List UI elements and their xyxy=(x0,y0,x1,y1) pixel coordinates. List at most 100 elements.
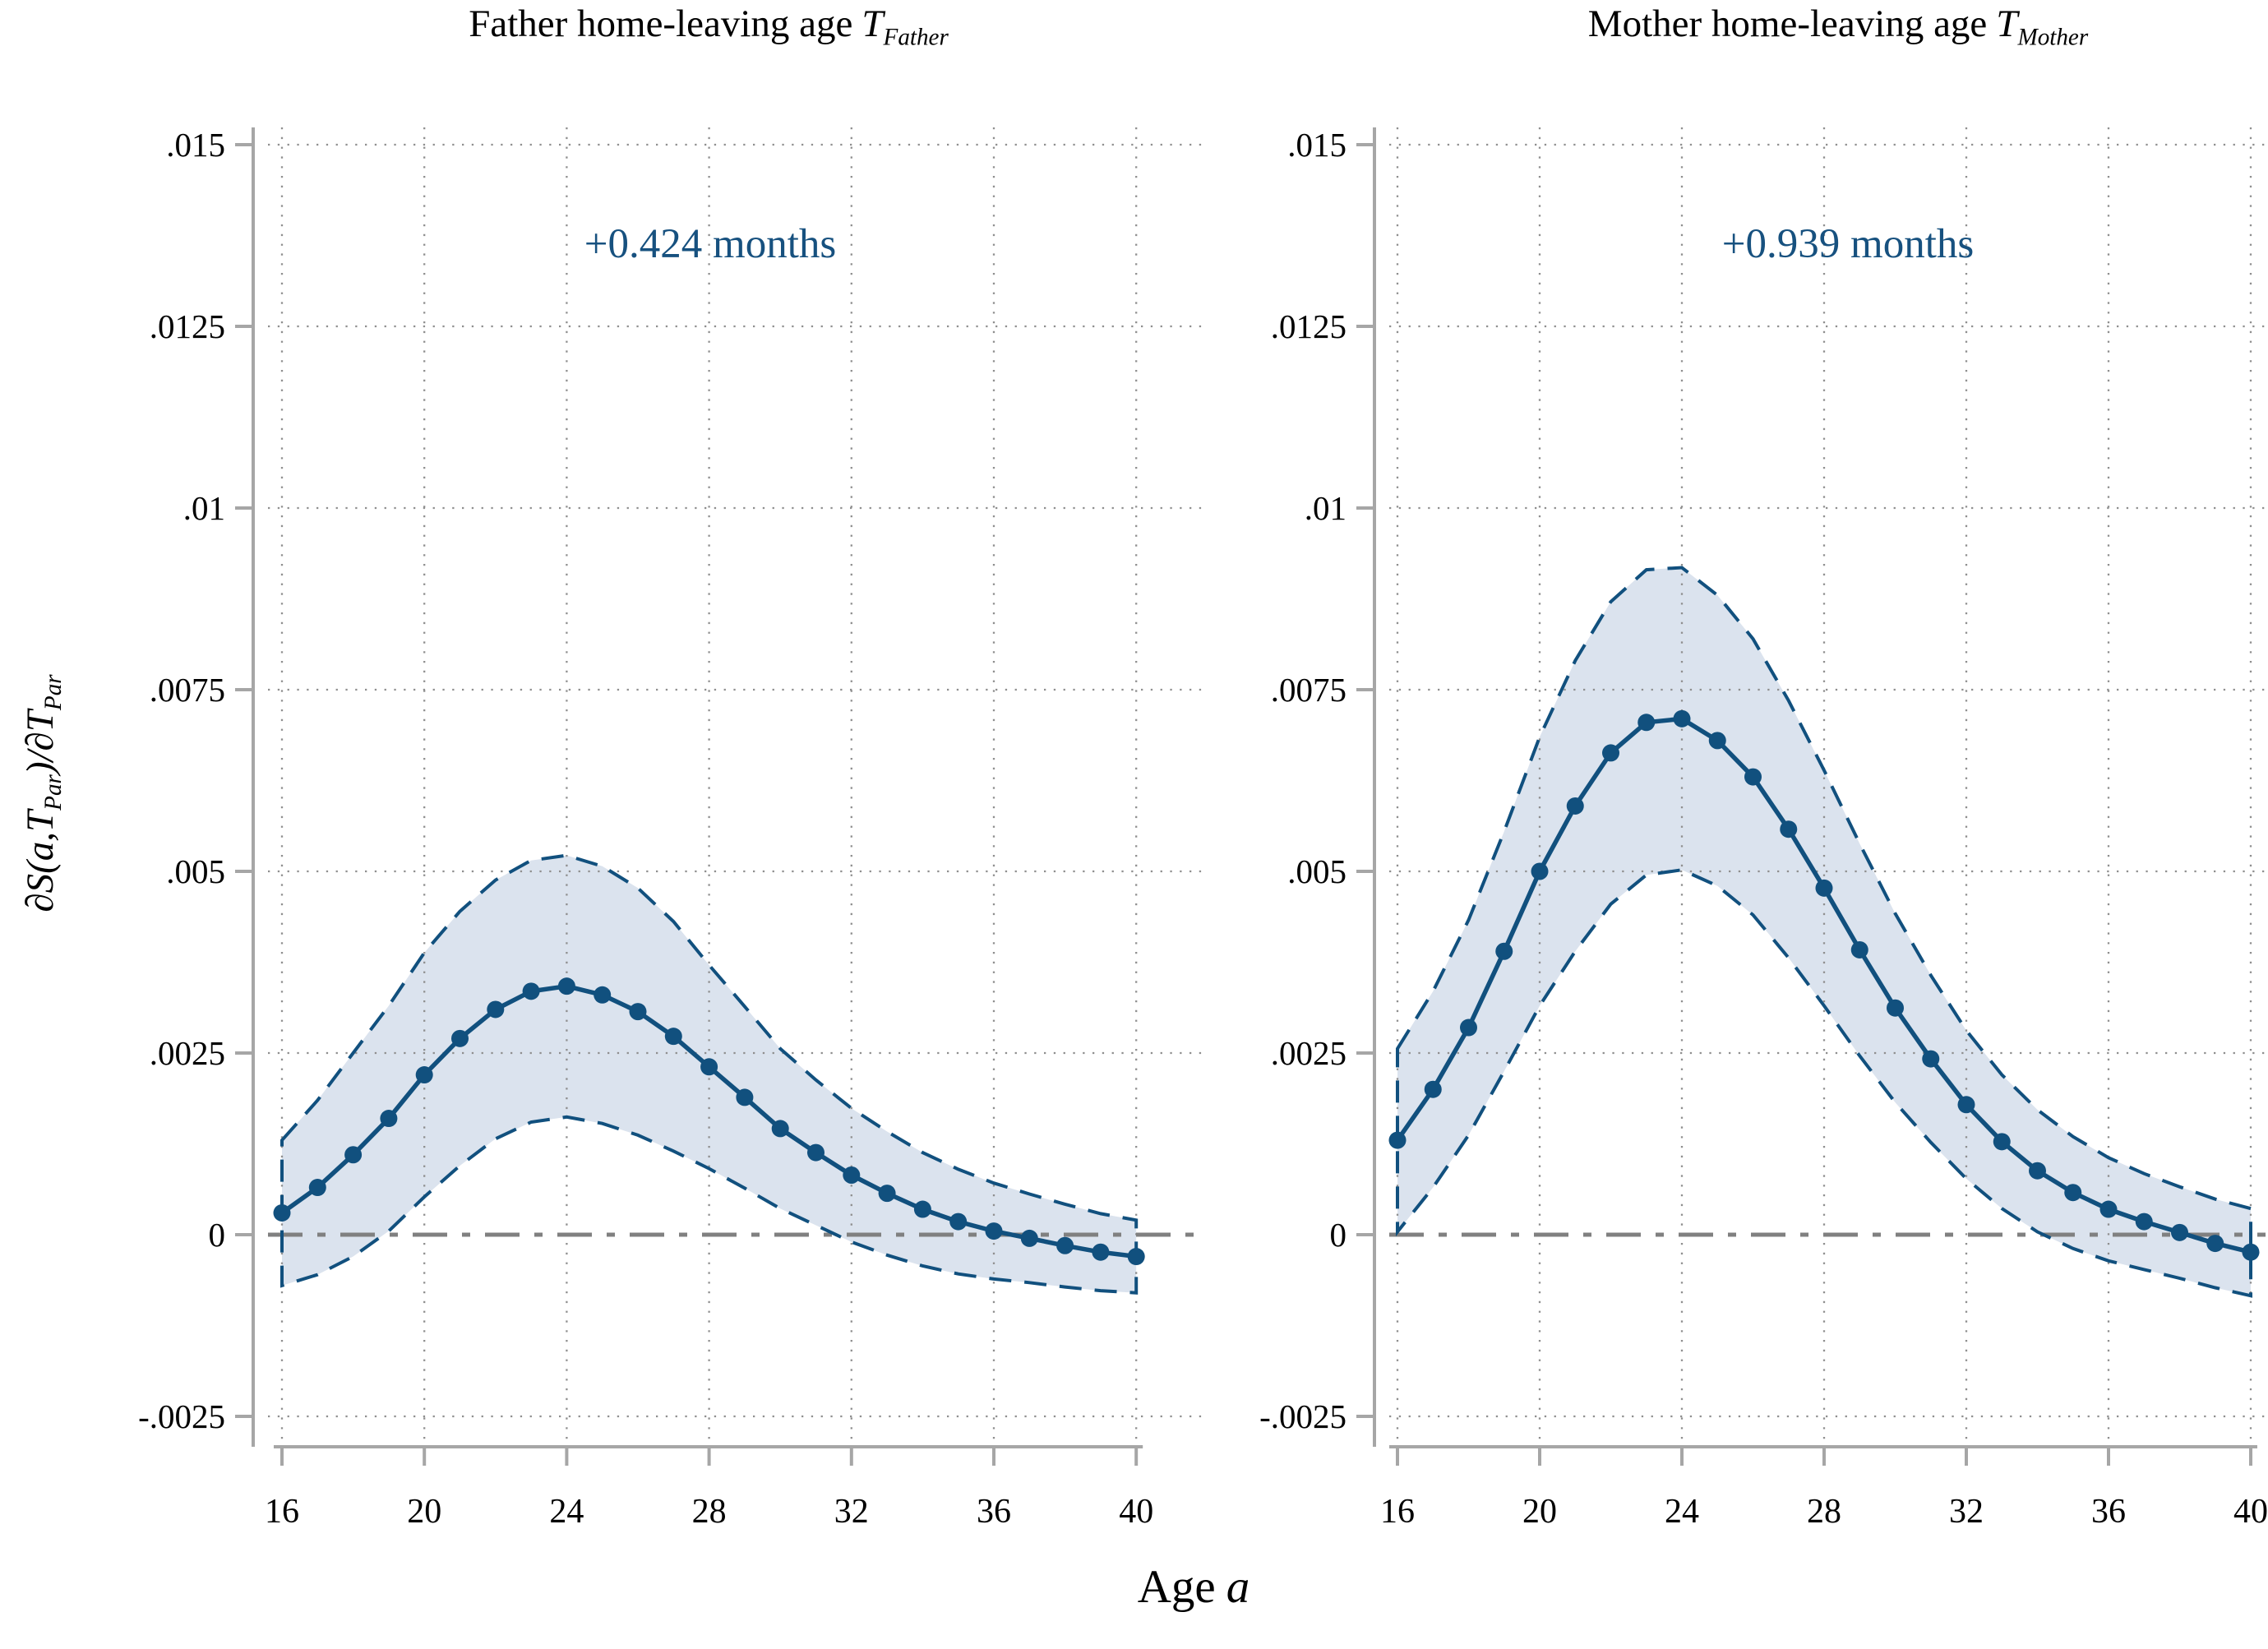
data-point xyxy=(2064,1184,2082,1202)
data-point xyxy=(1708,732,1726,750)
data-point xyxy=(380,1110,398,1128)
data-point xyxy=(1092,1243,1110,1261)
x-tick-label: 24 xyxy=(549,1493,584,1531)
panel-title-father: Father home-leaving age TFather xyxy=(469,2,949,51)
data-point xyxy=(1602,744,1619,762)
data-point xyxy=(985,1222,1003,1240)
axes xyxy=(1356,127,2257,1466)
panel-title-father-text: Father home-leaving age xyxy=(469,2,853,45)
data-point xyxy=(1056,1236,1074,1254)
data-point-markers xyxy=(273,977,1145,1266)
panel-title-mother: Mother home-leaving age TMother xyxy=(1588,2,2088,51)
panel-title-mother-text: Mother home-leaving age xyxy=(1587,2,1988,45)
data-point xyxy=(700,1058,718,1076)
y-axis-title: ∂S(a,TPar)/∂TPar xyxy=(18,674,67,912)
annotation-father-months: +0.424 months xyxy=(584,221,837,267)
y-axis-title-sub2: Par xyxy=(40,674,67,711)
y-tick-label: .0075 xyxy=(150,671,225,709)
data-point xyxy=(344,1146,363,1164)
panel-mother: -.0025 0 .0025 .005 .0075 .01 .0125 .015 16 20 24 2… xyxy=(1259,126,2268,1531)
data-point-markers xyxy=(1388,709,2260,1261)
data-point xyxy=(1531,862,1549,880)
data-point xyxy=(2171,1223,2188,1241)
data-point xyxy=(1993,1133,2011,1151)
x-tick-label: 24 xyxy=(1665,1493,1699,1531)
panel-title-mother-sub: Mother xyxy=(2017,24,2089,51)
y-axis-title-sub1: Par xyxy=(40,774,67,811)
data-point xyxy=(2135,1212,2153,1231)
data-point xyxy=(2029,1162,2046,1180)
data-point xyxy=(1744,768,1762,786)
data-point xyxy=(878,1185,896,1203)
x-tick-label: 32 xyxy=(834,1493,869,1531)
annotation-mother-months: +0.939 months xyxy=(1721,221,1975,267)
axes xyxy=(235,127,1143,1466)
data-point xyxy=(1460,1018,1477,1037)
y-tick-label: .01 xyxy=(183,489,225,527)
y-tick-label: .0125 xyxy=(1271,307,1346,345)
y-axis-title-p2: )/∂T xyxy=(18,710,62,775)
data-point xyxy=(487,1000,505,1018)
data-point xyxy=(1388,1131,1407,1149)
data-point xyxy=(629,1003,647,1021)
y-tick-label: .005 xyxy=(166,852,225,890)
data-point xyxy=(522,982,540,1000)
data-point xyxy=(308,1179,326,1197)
data-point xyxy=(1495,942,1513,960)
y-axis-title-p1: ∂S(a,T xyxy=(18,810,62,912)
panel-title-father-var: T xyxy=(861,2,884,45)
data-point xyxy=(1020,1229,1038,1247)
x-tick-label: 20 xyxy=(407,1493,441,1531)
x-tick-label: 36 xyxy=(2091,1493,2126,1531)
data-point xyxy=(949,1212,968,1231)
data-point xyxy=(594,986,612,1004)
data-point xyxy=(2099,1200,2118,1218)
y-tick-label: 0 xyxy=(1330,1216,1347,1254)
data-point xyxy=(557,977,575,995)
gridlines xyxy=(268,127,1202,1447)
data-point xyxy=(913,1200,931,1218)
x-axis-title-var: a xyxy=(1226,1561,1250,1613)
data-point xyxy=(415,1066,433,1084)
data-point xyxy=(1424,1080,1442,1098)
x-axis-title-text: Age xyxy=(1137,1561,1216,1613)
y-tick-label: .0025 xyxy=(150,1034,225,1072)
y-tick-label: -.0025 xyxy=(1259,1397,1346,1435)
data-point xyxy=(1673,709,1691,728)
data-point xyxy=(1850,940,1868,958)
x-tick-label: 16 xyxy=(1380,1493,1415,1531)
data-point xyxy=(664,1028,682,1046)
data-point xyxy=(1957,1096,1975,1114)
data-point xyxy=(1815,879,1833,897)
data-point xyxy=(843,1166,861,1185)
y-tick-label: .015 xyxy=(1287,126,1346,164)
x-tick-label: 16 xyxy=(265,1493,299,1531)
y-tick-label: .005 xyxy=(1287,852,1346,890)
y-tick-label: .0025 xyxy=(1271,1034,1346,1072)
y-tick-label: .015 xyxy=(166,126,225,164)
panel-father: -.0025 0 .0025 .005 .0075 .01 .0125 .015 16 20 24 2… xyxy=(138,126,1202,1531)
data-point xyxy=(1887,999,1904,1017)
data-point xyxy=(451,1029,469,1047)
confidence-band-outline xyxy=(1396,566,2252,1298)
x-tick-label: 20 xyxy=(1522,1493,1557,1531)
data-point xyxy=(1780,820,1798,838)
gridlines xyxy=(1389,127,2266,1447)
y-tick-label: -.0025 xyxy=(138,1397,225,1435)
data-point xyxy=(273,1203,291,1222)
data-point xyxy=(2206,1235,2224,1253)
data-point xyxy=(1566,797,1584,815)
y-tick-label: .0075 xyxy=(1271,671,1346,709)
panel-title-father-sub: Father xyxy=(883,24,949,51)
y-tick-labels: -.0025 0 .0025 .005 .0075 .01 .0125 .015 xyxy=(1259,126,1346,1435)
y-tick-label: 0 xyxy=(209,1216,226,1254)
data-point xyxy=(736,1088,754,1106)
x-tick-label: 40 xyxy=(1119,1493,1153,1531)
data-point xyxy=(1922,1050,1940,1068)
y-tick-labels: -.0025 0 .0025 .005 .0075 .01 .0125 .015 xyxy=(138,126,225,1435)
x-tick-label: 28 xyxy=(1807,1493,1841,1531)
x-tick-label: 36 xyxy=(977,1493,1011,1531)
x-tick-labels: 16 20 24 28 32 36 40 xyxy=(1380,1493,2268,1531)
